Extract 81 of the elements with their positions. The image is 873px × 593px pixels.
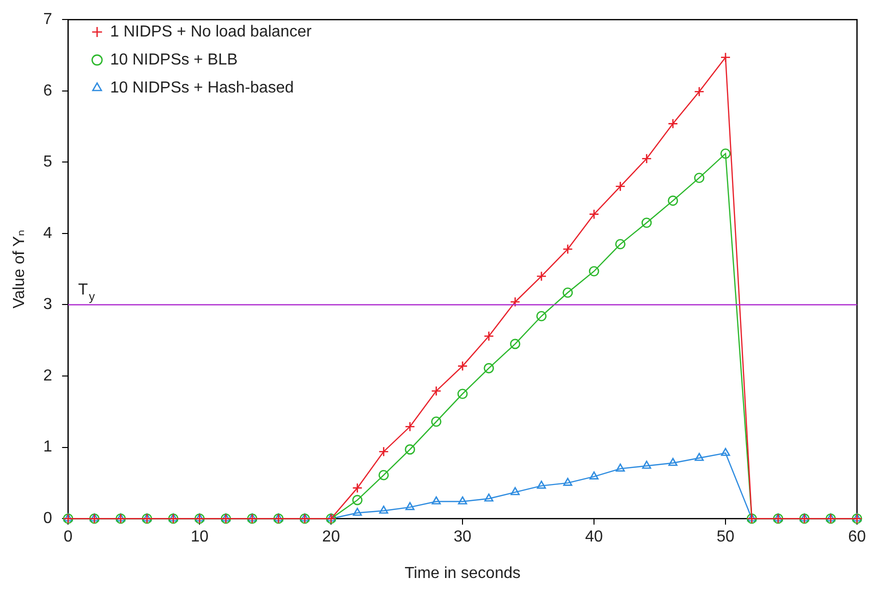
point [510,338,520,350]
point [826,513,836,522]
point [641,218,652,228]
point [352,494,363,506]
point [352,482,363,494]
point [116,513,126,522]
point [431,416,442,427]
point [378,446,389,457]
point [668,118,678,129]
x-tick-label: 50 [716,528,735,546]
point [326,513,336,522]
y-tick-label: 6 [43,82,52,100]
y-tick-label: 1 [43,438,52,456]
point [615,181,626,192]
point [694,86,704,97]
point [431,386,442,396]
point [195,513,204,522]
legend-label: 1 NIDPS + No load balancer [110,23,312,40]
point [536,480,546,489]
point [563,478,572,486]
point [668,196,678,206]
x-tick-label: 40 [585,528,604,546]
point [64,513,73,522]
point [747,513,756,522]
y-tick-label: 3 [43,296,52,314]
point [404,444,416,455]
point [774,513,783,522]
point [720,448,730,456]
point [404,421,416,432]
legend-label: 10 NIDPSs + Hash-based [110,79,294,96]
point [562,244,573,254]
point [720,52,731,63]
point [168,513,178,522]
point [536,271,547,282]
point [510,487,520,496]
point [458,496,468,504]
x-tick-label: 10 [190,528,209,546]
y-tick-label: 7 [43,11,52,28]
point [90,513,99,522]
point [616,464,625,472]
point [379,506,388,514]
point [484,330,494,342]
point [641,153,652,164]
point [248,513,257,522]
point [720,148,731,159]
x-tick-label: 60 [848,528,866,546]
x-tick-label: 30 [454,528,472,546]
y-tick-label: 5 [43,154,52,171]
point [484,363,494,374]
point [562,287,573,298]
y-tick-label: 0 [43,510,52,528]
point [378,470,389,480]
point [800,513,809,522]
point [405,502,415,510]
y-axis-title: Value of Yₙ [11,230,28,308]
point [615,239,626,250]
x-tick-label: 0 [64,528,73,546]
point [142,513,152,522]
point [536,311,547,322]
point [300,513,310,522]
point [432,496,441,504]
point [510,296,520,308]
point [668,458,678,466]
y-tick-label: 4 [43,224,52,242]
point [457,388,468,399]
point [694,172,704,184]
point [484,493,494,502]
point [588,209,600,220]
legend-label: 10 NIDPSs + BLB [110,51,238,68]
point [694,452,704,461]
point [352,508,362,516]
point [589,471,599,480]
y-tick-label: 2 [43,367,52,384]
point [457,360,468,372]
point [588,266,600,276]
x-tick-label: 20 [322,528,340,546]
x-axis-title: Time in seconds [404,564,520,582]
point [852,513,862,522]
point [642,460,652,469]
point [221,513,230,522]
point [274,513,284,522]
